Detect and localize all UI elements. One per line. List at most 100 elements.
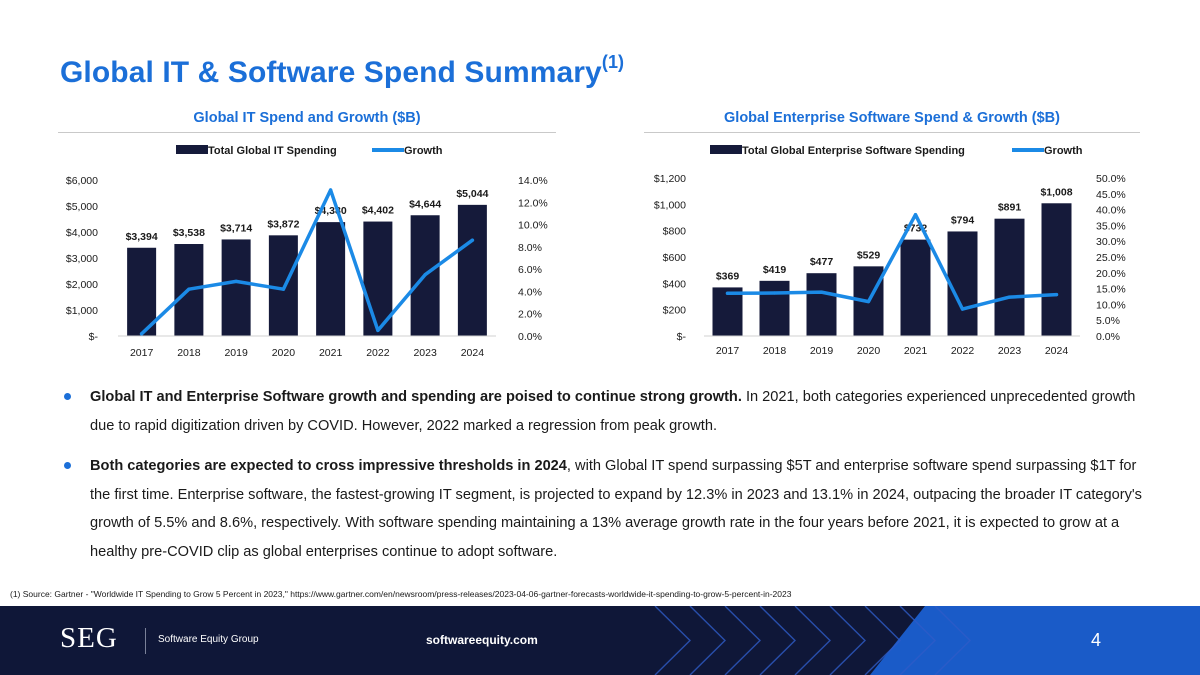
x-axis-tick-label: 2020 [272, 347, 296, 359]
bullet-bold-lead: Both categories are expected to cross im… [90, 458, 567, 474]
left-axis-tick-label: $600 [663, 252, 687, 264]
bullet-list: Global IT and Enterprise Software growth… [62, 383, 1152, 566]
chart-2-title-rule [644, 132, 1140, 133]
legend-label-spending: Total Global IT Spending [208, 145, 337, 157]
bar-value-label: $3,538 [173, 227, 205, 239]
bullet-text: , with Global IT spend surpassing $5T an… [90, 458, 1142, 560]
title-footnote-marker: (1) [601, 52, 625, 72]
x-axis-tick-label: 2022 [951, 345, 975, 357]
bullet-dot-icon [64, 393, 71, 400]
growth-point-2020 [866, 299, 871, 304]
chart-1-title: Global IT Spend and Growth ($B) [193, 110, 421, 126]
x-axis-tick-label: 2023 [413, 347, 437, 359]
legend-label-spending: Total Global Enterprise Software Spendin… [742, 145, 965, 157]
bar-value-label: $3,714 [220, 222, 252, 234]
source-footnote: (1) Source: Gartner - "Worldwide IT Spen… [10, 589, 792, 599]
right-axis-tick-label: 25.0% [1096, 252, 1126, 264]
right-axis-tick-label: 10.0% [518, 220, 548, 232]
legend-bar-swatch [710, 145, 742, 154]
bar-value-label: $3,872 [267, 218, 299, 230]
bullet-dot-icon [64, 462, 71, 469]
left-axis-tick-label: $1,200 [654, 173, 686, 185]
x-axis-tick-label: 2018 [177, 347, 201, 359]
x-axis-tick-label: 2018 [763, 345, 787, 357]
left-axis-tick-label: $2,000 [66, 279, 98, 291]
right-axis-tick-label: 50.0% [1096, 173, 1126, 185]
bar-value-label: $369 [716, 270, 740, 282]
company-name: Software Equity Group [158, 634, 259, 645]
right-axis-tick-label: 0.0% [1096, 331, 1120, 343]
right-axis-tick-label: 30.0% [1096, 236, 1126, 248]
right-axis-tick-label: 35.0% [1096, 220, 1126, 232]
left-axis-tick-label: $3,000 [66, 253, 98, 265]
right-axis-tick-label: 10.0% [1096, 299, 1126, 311]
left-axis-tick-label: $- [677, 331, 687, 343]
growth-point-2022 [376, 328, 380, 333]
growth-point-2018 [772, 291, 777, 295]
website-link[interactable]: softwareequity.com [426, 633, 538, 647]
growth-line [725, 212, 1059, 311]
bar-value-label: $419 [763, 264, 787, 276]
bar-value-label: $4,402 [362, 205, 394, 217]
bar-value-label: $5,044 [456, 188, 488, 200]
right-axis-tick-label: 5.0% [1096, 315, 1120, 327]
slide-title: Global IT & Software Spend Summary(1) [60, 52, 624, 90]
bar-2023 [994, 218, 1025, 336]
left-axis-tick-label: $1,000 [66, 305, 98, 317]
growth-point-2017 [140, 332, 144, 336]
bar-2024 [457, 204, 487, 336]
bar-2021 [316, 222, 346, 336]
footer-divider [145, 628, 146, 654]
growth-point-2021 [329, 188, 333, 192]
footer-bar: SEG Software Equity Group softwareequity… [0, 606, 1200, 675]
right-axis-tick-label: 15.0% [1096, 284, 1126, 296]
right-axis-tick-label: 6.0% [518, 264, 542, 276]
bullet-text: In 2021, both categories experienced unp… [90, 389, 1136, 434]
growth-point-2023 [423, 273, 427, 277]
page-number: 4 [1091, 630, 1102, 650]
left-axis-tick-label: $400 [663, 278, 687, 290]
right-axis-tick-label: 12.0% [518, 197, 548, 209]
left-axis-tick-label: $6,000 [66, 175, 98, 187]
chart-2-enterprise-software-spend: Total Global Enterprise Software Spendin… [654, 145, 1126, 357]
bar-value-label: $4,644 [409, 198, 441, 210]
left-axis-tick-label: $- [89, 331, 99, 343]
chart-1-global-it-spend: Total Global IT Spending Growth $- $1,000 $2… [66, 145, 548, 359]
left-axis-tick-label: $1,000 [654, 199, 686, 211]
x-axis-tick-label: 2021 [319, 347, 343, 359]
bullet-item: Both categories are expected to cross im… [62, 452, 1152, 566]
footer-chevron-decoration [654, 606, 1200, 675]
growth-line [139, 188, 475, 336]
legend-label-growth: Growth [1044, 145, 1083, 157]
slide-title-text: Global IT & Software Spend Summary [60, 56, 602, 89]
bar-value-label: $891 [998, 202, 1022, 214]
growth-point-2017 [725, 291, 730, 295]
right-axis-tick-label: 14.0% [518, 175, 548, 187]
left-axis-tick-label: $200 [663, 305, 687, 317]
legend-bar-swatch [176, 145, 208, 154]
legend-label-growth: Growth [404, 145, 443, 157]
x-axis-tick-label: 2019 [810, 345, 834, 357]
growth-point-2024 [470, 238, 474, 242]
bar-2019 [221, 239, 251, 336]
left-axis-tick-label: $800 [663, 226, 687, 238]
bar-2017 [712, 287, 743, 336]
x-axis-tick-label: 2022 [366, 347, 390, 359]
x-axis-tick-label: 2023 [998, 345, 1022, 357]
growth-point-2020 [281, 287, 285, 291]
growth-point-2019 [819, 290, 824, 294]
bar-value-label: $529 [857, 249, 881, 261]
growth-point-2018 [187, 287, 191, 291]
bar-value-label: $477 [810, 256, 834, 268]
chart-2-title: Global Enterprise Software Spend & Growt… [724, 110, 1060, 126]
right-axis-tick-label: 2.0% [518, 309, 542, 321]
bar-2019 [806, 273, 837, 336]
bullet-item: Global IT and Enterprise Software growth… [62, 383, 1152, 440]
bar-2017 [127, 247, 157, 336]
bar-2022 [947, 231, 978, 336]
chart-1-title-rule [58, 132, 556, 133]
growth-point-2021 [913, 213, 918, 217]
x-axis-tick-label: 2017 [716, 345, 740, 357]
x-axis-tick-label: 2021 [904, 345, 928, 357]
bullet-bold-lead: Global IT and Enterprise Software growth… [90, 389, 742, 405]
